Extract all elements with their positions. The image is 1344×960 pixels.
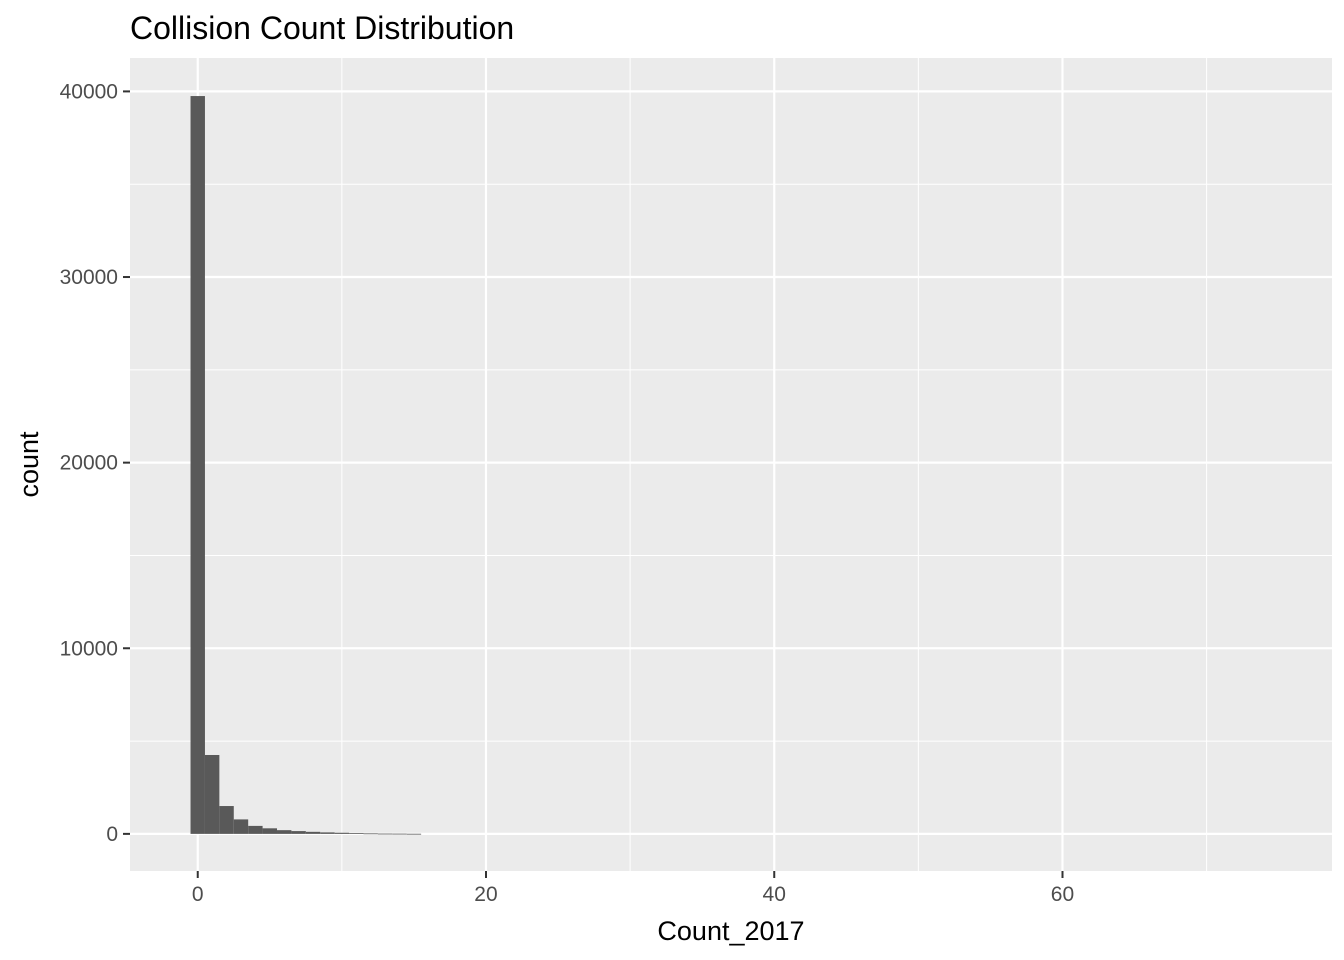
minor-gridlines xyxy=(130,58,1332,871)
histogram-bar xyxy=(363,833,378,835)
histogram-bar xyxy=(233,819,249,834)
plot-panel xyxy=(130,58,1332,871)
histogram-bar xyxy=(248,825,263,834)
x-axis-title: Count_2017 xyxy=(657,916,804,946)
y-tick-label: 20000 xyxy=(60,452,118,475)
y-tick-label: 0 xyxy=(106,823,118,846)
histogram-bar xyxy=(377,833,393,835)
histogram-bar xyxy=(392,833,407,835)
histogram-bar xyxy=(291,831,306,834)
y-axis-title: count xyxy=(14,431,44,498)
histogram-bar xyxy=(305,831,321,834)
histogram-bar xyxy=(277,830,292,834)
histogram-bar xyxy=(262,828,278,834)
x-tick-label: 20 xyxy=(474,883,497,906)
histogram-bar xyxy=(219,806,234,834)
histogram-bar xyxy=(320,832,335,834)
x-tick-label: 60 xyxy=(1051,883,1074,906)
y-axis: 0 10000 20000 30000 40000 xyxy=(60,80,130,846)
histogram-bar xyxy=(334,832,350,834)
y-tick-label: 10000 xyxy=(60,637,118,660)
x-tick-label: 40 xyxy=(763,883,786,906)
y-tick-label: 30000 xyxy=(60,266,118,289)
histogram-bar xyxy=(406,833,422,835)
y-tick-label: 40000 xyxy=(60,80,118,103)
x-tick-label: 0 xyxy=(192,883,204,906)
histogram-bars xyxy=(190,96,422,835)
x-axis: 0 20 40 60 xyxy=(192,871,1074,906)
histogram-bar xyxy=(204,754,220,834)
histogram-bar xyxy=(349,833,364,834)
chart-title: Collision Count Distribution xyxy=(130,10,515,46)
histogram-bar xyxy=(190,96,205,834)
